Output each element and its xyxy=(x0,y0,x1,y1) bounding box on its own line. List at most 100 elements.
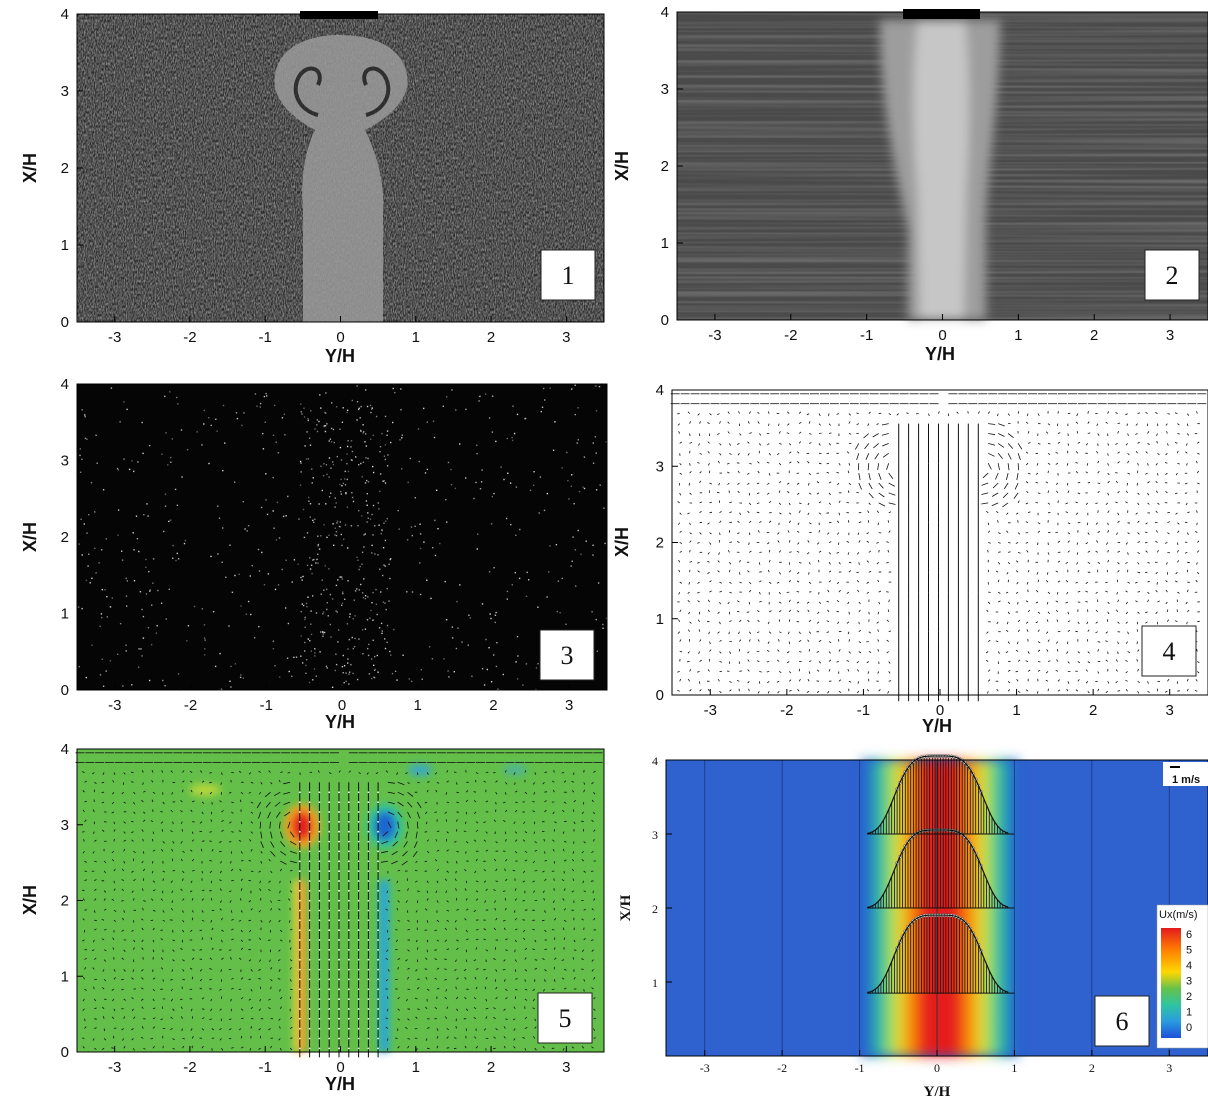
vector-arrow xyxy=(483,780,487,783)
vector-arrow xyxy=(1095,609,1098,613)
vector-arrow xyxy=(474,1036,477,1039)
particle xyxy=(367,512,369,514)
particle xyxy=(341,421,344,423)
vector-arrow xyxy=(778,639,780,642)
vector-arrow xyxy=(886,541,889,543)
particle xyxy=(360,430,362,432)
particle xyxy=(343,665,346,667)
vector-arrow xyxy=(1147,492,1150,496)
vector-head xyxy=(338,1008,340,1010)
vector-arrow xyxy=(182,780,185,783)
vector-arrow xyxy=(446,780,449,783)
vector-arrow xyxy=(446,1047,450,1049)
particle xyxy=(257,548,260,551)
particle xyxy=(595,452,597,454)
panel-2-nozzle xyxy=(903,9,980,19)
vector-arrow xyxy=(121,1028,124,1031)
vector-arrow xyxy=(708,631,710,635)
vector-arrow xyxy=(182,1038,185,1040)
vector-arrow xyxy=(747,482,750,485)
vector-head xyxy=(338,850,340,853)
vector-arrow xyxy=(748,502,752,506)
vector-arrow xyxy=(552,839,555,842)
vector-arrow xyxy=(240,997,244,1000)
particle xyxy=(365,433,367,435)
vector-head xyxy=(338,988,340,991)
vector-arrow xyxy=(1055,669,1059,672)
particle xyxy=(168,520,170,523)
panel-1-ytick-label: 4 xyxy=(61,6,69,23)
particle xyxy=(433,436,436,439)
vector-arrow xyxy=(426,1027,430,1029)
particle xyxy=(488,571,491,573)
vector-arrow xyxy=(270,979,273,982)
vector-head xyxy=(338,1037,340,1040)
vector-arrow xyxy=(768,549,771,553)
panel-3-xtick-label: -1 xyxy=(260,697,273,714)
particle xyxy=(375,415,378,418)
vector-arrow xyxy=(1046,572,1049,575)
particle xyxy=(132,532,134,534)
vector-arrow xyxy=(876,510,880,514)
vector-arrow xyxy=(1056,423,1059,427)
panel-6-ylabel: X/H xyxy=(618,894,634,921)
vector-arrow xyxy=(877,463,880,471)
vector-arrow xyxy=(485,849,489,852)
vector-arrow xyxy=(456,947,459,951)
vector-arrow xyxy=(768,559,771,563)
vector-arrow xyxy=(876,423,879,425)
vector-arrow xyxy=(1177,450,1179,454)
particle xyxy=(473,497,475,500)
vector-arrow xyxy=(503,1036,506,1039)
particle xyxy=(122,685,124,687)
vector-head xyxy=(298,1027,301,1030)
particle xyxy=(356,401,359,403)
particle xyxy=(533,471,535,473)
vector-arrow xyxy=(816,621,820,624)
particle xyxy=(212,611,215,613)
vector-arrow xyxy=(113,821,115,825)
vector-arrow xyxy=(699,639,702,642)
vector-arrow xyxy=(756,502,760,504)
vector-arrow xyxy=(280,996,283,1000)
particle xyxy=(537,606,539,608)
vector-arrow xyxy=(446,900,449,903)
vector-head xyxy=(357,919,360,922)
panel-6-xtick-label: -1 xyxy=(855,1061,865,1075)
vector-arrow xyxy=(396,907,399,911)
vector-arrow xyxy=(279,1026,281,1029)
vector-arrow xyxy=(591,987,594,990)
vector-arrow xyxy=(170,880,173,883)
vector-arrow xyxy=(986,609,989,613)
vector-head xyxy=(318,1017,321,1020)
vector-arrow xyxy=(141,927,144,931)
particle xyxy=(272,476,274,479)
vector-arrow xyxy=(593,829,596,832)
vector-arrow xyxy=(182,910,184,913)
vector-arrow xyxy=(191,910,194,913)
vector-arrow xyxy=(150,1038,154,1040)
particle xyxy=(400,409,402,411)
vector-arrow xyxy=(278,821,281,829)
vector-arrow xyxy=(848,561,852,564)
vector-arrow xyxy=(250,1006,254,1010)
particle xyxy=(437,528,439,530)
vector-arrow xyxy=(561,879,565,882)
vector-arrow xyxy=(514,996,517,1000)
vector-arrow xyxy=(475,880,479,883)
vector-arrow xyxy=(240,791,244,795)
vector-arrow xyxy=(1127,532,1130,535)
vector-arrow xyxy=(454,841,457,843)
vector-arrow xyxy=(111,801,115,805)
vector-arrow xyxy=(220,900,222,903)
vector-arrow xyxy=(386,949,389,952)
particle xyxy=(85,579,88,582)
particle xyxy=(306,606,308,608)
particle xyxy=(507,472,509,474)
particle xyxy=(142,452,144,455)
vector-arrow xyxy=(856,552,860,555)
vector-arrow xyxy=(179,998,183,1001)
particle xyxy=(230,665,232,668)
vector-arrow xyxy=(524,947,528,951)
vector-arrow xyxy=(1046,601,1049,605)
